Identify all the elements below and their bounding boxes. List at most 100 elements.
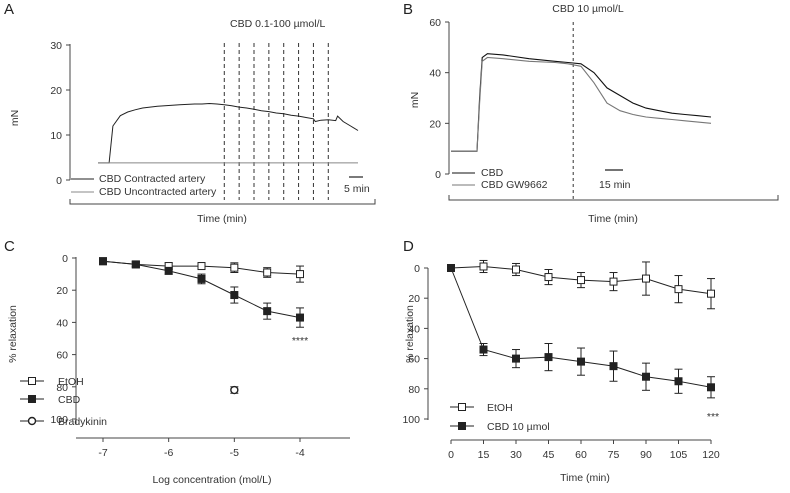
panel-d-point-0-7: [674, 285, 683, 294]
panel-d-ytick-label-0: 0: [414, 263, 420, 275]
panel-c-ytick-label-4: 80: [56, 382, 68, 394]
panel-c-point-1-5: [263, 307, 272, 316]
panel-b-ytick-label-3: 60: [429, 17, 441, 29]
panel-d-ytick-label-3: 60: [408, 354, 420, 366]
panel-d-xtick-label-0: 0: [448, 449, 454, 461]
panel-c-point-0-4: [230, 263, 239, 272]
panel-d-ytick-label-4: 80: [408, 384, 420, 396]
panel-a-ylabel: mN: [9, 110, 21, 126]
panel-b-series-line-1: [451, 56, 712, 152]
panel-b-title: CBD 10 µmol/L: [552, 3, 624, 15]
panel-c-point-1-3: [197, 274, 206, 283]
panel-d-xlabel: Time (min): [560, 472, 610, 484]
panel-a-xlabel: Time (min): [197, 213, 247, 225]
panel-d-xtick-label-6: 90: [640, 449, 652, 461]
legend-label-bradykinin: Bradykinin: [58, 416, 107, 428]
panel-c-point-0-5: [263, 268, 272, 277]
panel-c-ytick-label-3: 60: [56, 350, 68, 362]
panel-b-ytick-label-0: 0: [435, 169, 441, 181]
panel-c-xtick-label-0: -7: [98, 447, 107, 459]
panel-d-point-1-7: [674, 377, 683, 386]
panel-a-ytick-label-0: 0: [56, 175, 62, 187]
panel-d-xtick-label-5: 75: [608, 449, 620, 461]
legend-label-cbd-gw9662: CBD GW9662: [481, 179, 548, 191]
panel-c-legend: EtOH CBD Bradykinin: [20, 376, 107, 428]
panel-d-point-1-0: [447, 264, 455, 272]
panel-a-ytick-label-3: 30: [50, 40, 62, 52]
panel-c-ytick-label-0: 0: [62, 253, 68, 265]
panel-letter-d: D: [403, 238, 414, 255]
panel-b-scale-label: 15 min: [599, 179, 631, 191]
panel-letter-a: A: [4, 1, 14, 18]
panel-c: C 0 20 40 60 80 100 -7 -6 -5 -4 % relaxation Log…: [4, 238, 350, 486]
legend-label-etoh: EtOH: [58, 376, 84, 388]
legend-label-contracted: CBD Contracted artery: [99, 173, 206, 185]
panel-c-xtick-label-1: -6: [164, 447, 173, 459]
legend-marker-bradykinin: [27, 416, 37, 426]
legend-label-cbd: CBD: [58, 394, 81, 406]
panel-d-point-1-6: [642, 372, 650, 381]
panel-b-x-bracket: [448, 195, 779, 201]
panel-c-point-1-2: [164, 266, 173, 275]
panel-d-xtick-label-2: 30: [510, 449, 522, 461]
panel-c-point-0-6: [296, 270, 304, 279]
panel-d-point-0-8: [707, 289, 715, 298]
panel-c-xlabel: Log concentration (mol/L): [152, 474, 271, 486]
panel-d-xtick-label-8: 120: [702, 449, 720, 461]
panel-c-point-1-1: [131, 260, 140, 269]
panel-a-ytick-label-2: 20: [50, 85, 62, 97]
panel-c-xtick-label-2: -5: [230, 447, 239, 459]
panel-a: A CBD 0.1-100 µmol/L 0 10 20 30 mN CBD Cont…: [4, 1, 376, 225]
legend-label-uncontracted: CBD Uncontracted artery: [99, 186, 217, 198]
panel-d-point-0-2: [512, 265, 520, 274]
panel-c-xtick-label-3: -4: [295, 447, 304, 459]
panel-d-point-0-3: [544, 273, 553, 282]
panel-d-xtick-label-1: 15: [478, 449, 490, 461]
panel-b-ylabel: mN: [409, 92, 421, 108]
panel-c-point-0-3: [197, 262, 206, 271]
panel-c-point-2-0: [230, 385, 239, 395]
panel-b-ytick-label-1: 20: [429, 118, 441, 130]
panel-letter-b: B: [403, 1, 413, 18]
panel-d-ytick-label-2: 40: [408, 323, 420, 335]
panel-d-xtick-label-4: 60: [575, 449, 587, 461]
panel-d-point-1-1: [479, 345, 488, 354]
panel-d-xtick-label-7: 105: [670, 449, 688, 461]
legend-marker-d-etoh: [458, 403, 466, 411]
legend-marker-cbd: [28, 395, 36, 403]
panel-letter-c: C: [4, 238, 15, 255]
panel-c-point-1-0: [99, 257, 107, 266]
panel-d-ylabel: % relaxation: [404, 305, 416, 363]
panel-d-significance: ***: [707, 411, 719, 423]
panel-b-series-line-0: [451, 53, 712, 152]
panel-a-scale-label: 5 min: [344, 183, 370, 195]
panel-c-point-1-6: [296, 313, 304, 322]
panel-d-point-1-4: [577, 357, 585, 366]
panel-d-point-1-2: [512, 354, 520, 363]
panel-c-significance: ****: [292, 335, 308, 347]
legend-label-d-cbd: CBD 10 µmol: [487, 421, 550, 433]
legend-marker-d-cbd: [458, 422, 466, 430]
panel-d-point-0-5: [609, 277, 618, 286]
panel-b: B CBD 10 µmol/L 0 20 40 60 mN CBD CBD GW966…: [403, 1, 779, 225]
panel-c-ylabel: % relaxation: [7, 305, 19, 363]
panel-a-ytick-label-1: 10: [50, 130, 62, 142]
panel-a-x-bracket: [69, 199, 376, 205]
panel-c-ytick-label-5: 100: [50, 414, 68, 426]
panel-d-point-0-6: [642, 274, 650, 283]
panel-d-ytick-label-1: 20: [408, 293, 420, 305]
panel-c-ytick-label-1: 20: [56, 285, 68, 297]
panel-a-series-line-0: [98, 102, 359, 164]
panel-d-point-1-5: [609, 362, 618, 371]
panel-d-legend: EtOH CBD 10 µmol: [450, 402, 550, 433]
panel-d-point-1-8: [707, 383, 715, 392]
panel-d: D 0 20 40 60 80 100 0 15 30 45 60 75 90 105 120 % rel…: [402, 238, 719, 484]
panel-d-ytick-label-5: 100: [402, 414, 420, 426]
panel-d-point-1-3: [544, 353, 553, 362]
legend-label-cbd: CBD: [481, 167, 504, 179]
legend-marker-etoh: [28, 377, 36, 385]
panel-b-ytick-label-2: 40: [429, 68, 441, 80]
panel-d-xtick-label-3: 45: [543, 449, 555, 461]
panel-b-xlabel: Time (min): [588, 213, 638, 225]
